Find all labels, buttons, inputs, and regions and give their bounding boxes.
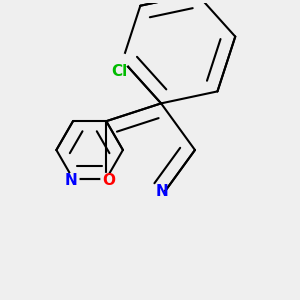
Circle shape [116, 54, 129, 67]
Circle shape [101, 173, 112, 184]
Circle shape [156, 191, 167, 202]
Circle shape [67, 173, 79, 185]
Text: O: O [103, 173, 116, 188]
Text: Cl: Cl [112, 64, 128, 79]
Text: N: N [64, 173, 77, 188]
Text: N: N [155, 184, 168, 199]
